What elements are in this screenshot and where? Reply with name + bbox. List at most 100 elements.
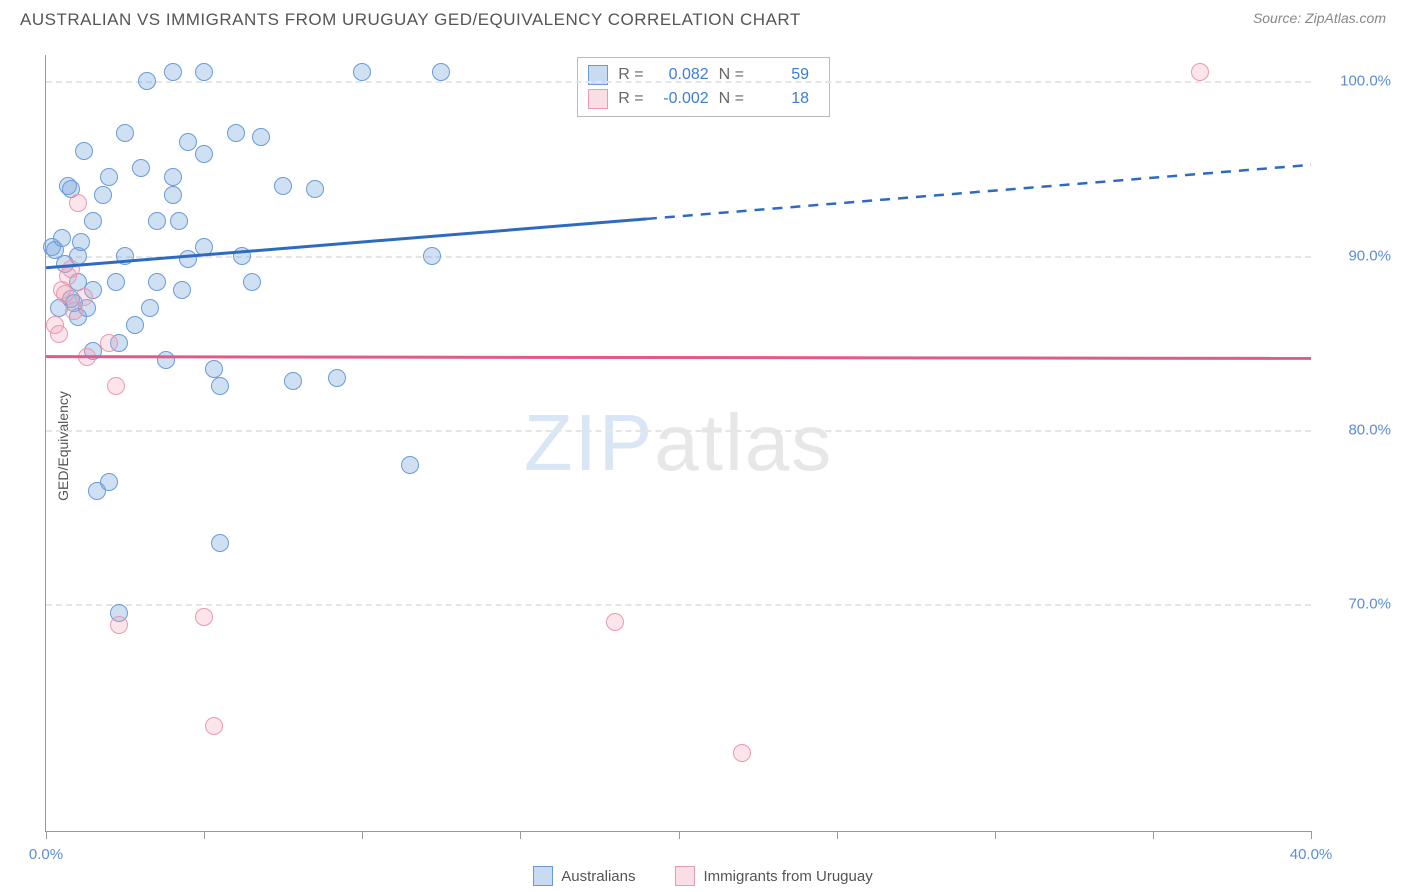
legend-item-b: Immigrants from Uruguay [675, 866, 872, 886]
data-point-b [110, 616, 128, 634]
x-tick-label: 0.0% [29, 846, 63, 863]
data-point-a [148, 212, 166, 230]
data-point-a [138, 72, 156, 90]
data-point-a [164, 186, 182, 204]
data-point-a [284, 372, 302, 390]
x-tick [995, 831, 996, 839]
data-point-b [62, 260, 80, 278]
stats-row-b: R =-0.002N =18 [588, 87, 809, 111]
data-point-a [72, 233, 90, 251]
legend-item-a: Australians [533, 866, 635, 886]
stats-legend-box: R = 0.082 N = 59R = -0.002 N = 18 [577, 57, 830, 117]
legend-label: Immigrants from Uruguay [703, 868, 872, 885]
data-point-a [211, 377, 229, 395]
data-point-a [148, 273, 166, 291]
data-point-a [75, 142, 93, 160]
stats-row-a: R = 0.082 N = 59 [588, 63, 809, 87]
data-point-a [173, 281, 191, 299]
data-point-a [107, 273, 125, 291]
data-point-a [211, 534, 229, 552]
r-value: 0.082 [654, 63, 709, 87]
n-label: N = [719, 63, 744, 87]
data-point-a [252, 128, 270, 146]
gridline [46, 430, 1311, 432]
gridline [46, 81, 1311, 83]
x-tick [520, 831, 521, 839]
trend-line-a-dashed [647, 165, 1311, 219]
gridline [46, 604, 1311, 606]
data-point-a [116, 124, 134, 142]
y-tick-label: 100.0% [1340, 73, 1391, 90]
data-point-a [328, 369, 346, 387]
data-point-a [132, 159, 150, 177]
data-point-b [78, 348, 96, 366]
data-point-a [164, 168, 182, 186]
data-point-b [205, 717, 223, 735]
data-point-b [606, 613, 624, 631]
y-tick-label: 70.0% [1348, 596, 1391, 613]
data-point-a [100, 473, 118, 491]
data-point-b [107, 377, 125, 395]
data-point-a [401, 456, 419, 474]
data-point-a [205, 360, 223, 378]
y-tick-label: 80.0% [1348, 421, 1391, 438]
data-point-b [1191, 63, 1209, 81]
legend-label: Australians [561, 868, 635, 885]
trend-line-b [46, 357, 1311, 359]
y-tick-label: 90.0% [1348, 247, 1391, 264]
data-point-a [170, 212, 188, 230]
data-point-a [195, 63, 213, 81]
x-tick [837, 831, 838, 839]
watermark: ZIPatlas [524, 397, 833, 489]
chart-title: AUSTRALIAN VS IMMIGRANTS FROM URUGUAY GE… [20, 10, 801, 30]
legend-swatch-b-icon [675, 866, 695, 886]
data-point-a [164, 63, 182, 81]
trend-layer [46, 55, 1311, 831]
n-value: 18 [754, 87, 809, 111]
data-point-b [75, 288, 93, 306]
data-point-a [100, 168, 118, 186]
data-point-a [141, 299, 159, 317]
scatter-chart: ZIPatlas R =0.082N =59R =-0.002N =18 70.… [45, 55, 1311, 832]
data-point-a [195, 238, 213, 256]
data-point-b [195, 608, 213, 626]
source-citation: Source: ZipAtlas.com [1253, 10, 1386, 26]
data-point-b [56, 285, 74, 303]
data-point-a [423, 247, 441, 265]
watermark-part2: atlas [654, 398, 833, 487]
data-point-a [84, 212, 102, 230]
data-point-a [306, 180, 324, 198]
data-point-a [353, 63, 371, 81]
x-tick [204, 831, 205, 839]
data-point-a [126, 316, 144, 334]
x-tick [679, 831, 680, 839]
series-legend: Australians Immigrants from Uruguay [0, 866, 1406, 886]
watermark-part1: ZIP [524, 398, 654, 487]
n-value: 59 [754, 63, 809, 87]
r-label: R = [618, 63, 643, 87]
data-point-a [233, 247, 251, 265]
data-point-a [195, 145, 213, 163]
data-point-a [179, 133, 197, 151]
data-point-a [432, 63, 450, 81]
data-point-b [100, 334, 118, 352]
data-point-b [69, 194, 87, 212]
x-tick [362, 831, 363, 839]
x-tick [1153, 831, 1154, 839]
swatch-b-icon [588, 89, 608, 109]
data-point-a [243, 273, 261, 291]
data-point-a [116, 247, 134, 265]
data-point-a [227, 124, 245, 142]
x-tick-label: 40.0% [1290, 846, 1333, 863]
r-value: -0.002 [654, 87, 709, 111]
data-point-a [157, 351, 175, 369]
trend-line-a [46, 219, 647, 268]
data-point-a [53, 229, 71, 247]
r-label: R = [618, 87, 643, 111]
legend-swatch-a-icon [533, 866, 553, 886]
data-point-b [733, 744, 751, 762]
data-point-a [179, 250, 197, 268]
data-point-b [50, 325, 68, 343]
x-tick [1311, 831, 1312, 839]
x-tick [46, 831, 47, 839]
